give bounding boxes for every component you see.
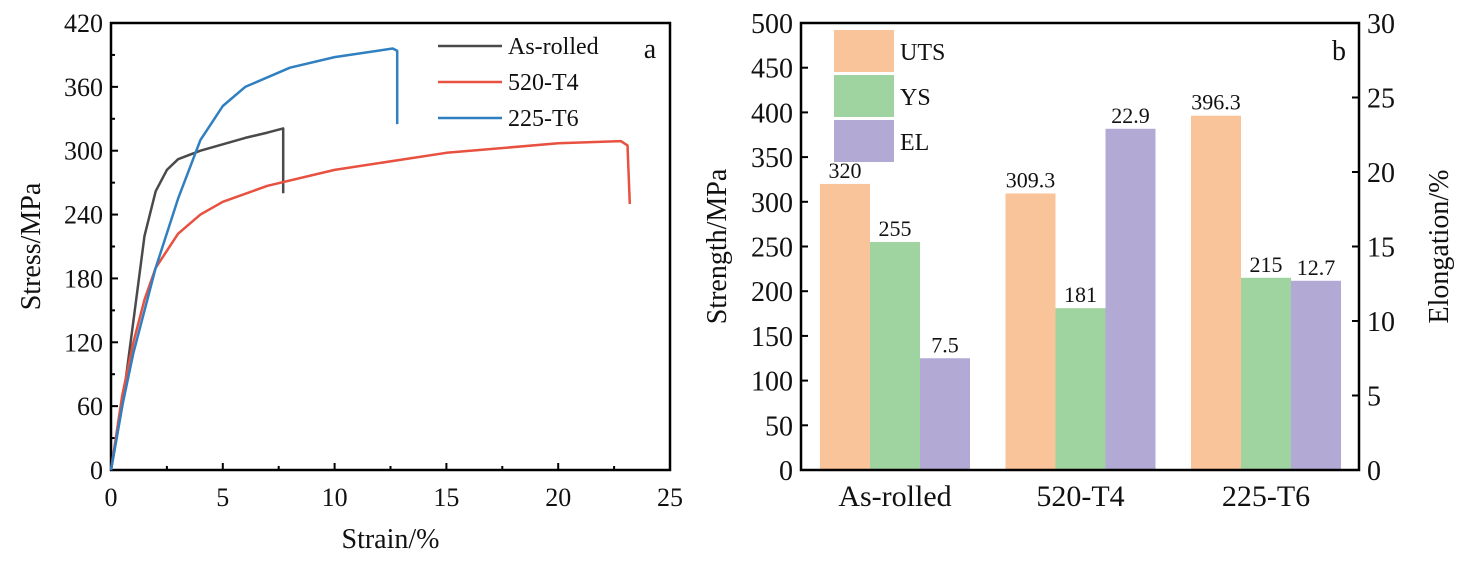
y-tick-label: 250 <box>751 233 793 264</box>
y2-tick-label: 5 <box>1367 382 1381 413</box>
y-tick-label: 350 <box>751 143 793 174</box>
y-tick-label: 50 <box>765 411 793 442</box>
data-label: 255 <box>879 216 912 241</box>
x-axis-label: Strain/% <box>342 524 440 555</box>
data-label: 181 <box>1064 282 1097 307</box>
y-tick-label: 360 <box>64 73 103 102</box>
bar-UTS <box>1005 193 1056 471</box>
bar-EL <box>920 358 970 470</box>
y-tick-label: 180 <box>64 264 103 293</box>
series-line-520-T4 <box>109 139 632 471</box>
plot-a-frame <box>109 21 672 472</box>
y-tick-label: 0 <box>779 456 793 487</box>
legend-swatch <box>834 120 894 162</box>
legend-label: 225-T6 <box>508 106 579 132</box>
bar-UTS <box>1191 115 1241 471</box>
y2-tick-label: 25 <box>1367 84 1395 115</box>
category-label: 520-T4 <box>1036 480 1124 513</box>
data-label: 396.3 <box>1191 90 1241 115</box>
y-tick-label: 120 <box>64 328 103 357</box>
bar-YS <box>870 242 920 470</box>
data-label: 12.7 <box>1297 255 1336 280</box>
y-tick-label: 60 <box>77 392 103 421</box>
legend-label: EL <box>900 130 929 156</box>
bar-EL <box>1105 128 1156 471</box>
x-tick-label: 20 <box>545 483 571 512</box>
y-tick-label: 200 <box>751 277 793 308</box>
y2-tick-label: 30 <box>1367 9 1395 40</box>
y-tick-label: 500 <box>751 9 793 40</box>
x-tick-label: 15 <box>433 483 459 512</box>
series-line-225-T6 <box>109 47 399 471</box>
y-tick-label: 100 <box>751 367 793 398</box>
data-label: 7.5 <box>931 332 959 357</box>
panel-label: b <box>1332 36 1346 67</box>
y-tick-label: 400 <box>751 98 793 129</box>
y2-tick-label: 15 <box>1367 233 1395 264</box>
y2-tick-label: 20 <box>1367 158 1395 189</box>
data-label: 22.9 <box>1111 103 1150 128</box>
y2-axis-label: Elongation/% <box>1424 170 1455 324</box>
data-label: 320 <box>829 158 862 183</box>
panel-label: a <box>644 34 657 65</box>
bar-UTS <box>820 183 870 471</box>
series-line-As-rolled <box>109 127 285 471</box>
x-tick-label: 25 <box>657 483 683 512</box>
bar-YS <box>1241 277 1291 470</box>
y-axis-label: Strength/MPa <box>702 168 733 324</box>
legend-swatch <box>834 75 894 117</box>
y-tick-label: 150 <box>751 322 793 353</box>
category-label: As-rolled <box>838 480 951 513</box>
y-tick-label: 240 <box>64 201 103 230</box>
legend-label: 520-T4 <box>508 70 579 96</box>
bar-EL <box>1291 280 1341 470</box>
category-label: 225-T6 <box>1222 480 1310 513</box>
x-tick-label: 0 <box>105 483 118 512</box>
y-axis-label: Stress/MPa <box>16 182 47 310</box>
y-tick-label: 420 <box>64 9 103 38</box>
y2-tick-label: 10 <box>1367 307 1395 338</box>
bar-YS <box>1055 308 1106 470</box>
y-tick-label: 0 <box>90 456 103 485</box>
data-label: 309.3 <box>1006 167 1056 192</box>
x-tick-label: 5 <box>216 483 229 512</box>
y-tick-label: 300 <box>751 188 793 219</box>
data-label: 215 <box>1250 252 1283 277</box>
legend-label: UTS <box>900 40 945 66</box>
y-tick-label: 450 <box>751 54 793 85</box>
y2-tick-label: 0 <box>1367 456 1381 487</box>
legend-swatch <box>834 30 894 72</box>
legend-label: YS <box>900 85 931 111</box>
legend-label: As-rolled <box>508 34 599 60</box>
y-tick-label: 300 <box>64 137 103 166</box>
x-tick-label: 10 <box>322 483 348 512</box>
